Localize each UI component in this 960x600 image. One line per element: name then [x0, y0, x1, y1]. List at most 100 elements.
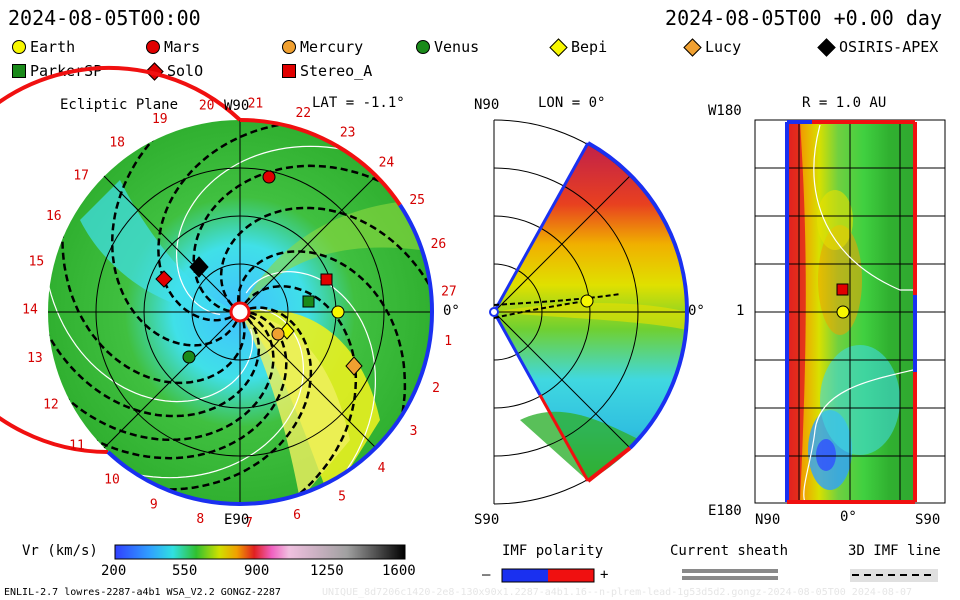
- legend-label: SolO: [167, 62, 204, 80]
- imf-line-label: 3D IMF line: [848, 543, 941, 559]
- imf-line: [61, 195, 246, 385]
- imf-negative-swatch: [502, 569, 548, 582]
- legend-item-stereo-a: Stereo_A: [282, 62, 372, 80]
- carrington-label-1: 1: [444, 334, 452, 349]
- legend-item-solo: SolO: [145, 61, 204, 81]
- current-sheath-swatch: [682, 569, 778, 580]
- carrington-label-20: 20: [199, 99, 215, 114]
- imf-polarity-minus: –: [482, 567, 491, 583]
- legend-label: Earth: [30, 38, 76, 56]
- imf-line-swatch: [850, 569, 938, 582]
- carrington-label-2: 2: [432, 381, 440, 396]
- colorbar-tick-1250: 1250: [310, 563, 344, 579]
- mercury-marker: [271, 327, 285, 341]
- colorbar-tick-550: 550: [172, 563, 198, 579]
- carrington-label-26: 26: [431, 237, 447, 252]
- venus-marker: [182, 350, 196, 364]
- latlon-top-label: W180: [708, 103, 742, 119]
- colorbar-tick-900: 900: [244, 563, 270, 579]
- imf-line: [219, 206, 432, 327]
- legend-label: Mars: [164, 38, 201, 56]
- legend-label: Stereo_A: [300, 62, 373, 80]
- carrington-label-8: 8: [196, 512, 204, 527]
- carrington-label-21: 21: [248, 97, 264, 112]
- meridional-bottom-label: S90: [474, 512, 500, 528]
- earth-marker: [331, 305, 345, 319]
- carrington-label-13: 13: [27, 351, 43, 366]
- carrington-label-27: 27: [441, 285, 457, 300]
- parker-marker: [302, 295, 315, 308]
- carrington-label-17: 17: [73, 169, 89, 184]
- latlon-x-label-n: N90: [755, 512, 781, 528]
- imf-line: [48, 297, 261, 418]
- velocity-colorbar: [114, 544, 406, 560]
- square-icon: [12, 64, 26, 78]
- imf-polarity-label: IMF polarity: [502, 543, 604, 559]
- carrington-label-15: 15: [29, 254, 45, 269]
- earth-latlon-marker: [836, 305, 850, 319]
- carrington-label-19: 19: [152, 112, 168, 127]
- colorbar-tick-1600: 1600: [382, 563, 416, 579]
- circle-icon: [12, 40, 26, 54]
- legend-label: Venus: [434, 38, 480, 56]
- legend-item-mars: Mars: [146, 38, 200, 56]
- current-sheath-line: [48, 232, 254, 403]
- carrington-label-10: 10: [104, 472, 120, 487]
- ecliptic-bottom-label: E90: [224, 512, 250, 528]
- legend-label: OSIRIS-APEX: [839, 38, 939, 56]
- legend-item-lucy: Lucy: [683, 37, 741, 57]
- carrington-label-11: 11: [69, 438, 85, 453]
- carrington-label-5: 5: [338, 490, 346, 505]
- latlon-panel: [754, 119, 946, 504]
- circle-icon: [146, 40, 160, 54]
- carrington-label-24: 24: [379, 155, 395, 170]
- imf-polarity-plus: +: [600, 567, 609, 583]
- imf-line: [157, 120, 325, 322]
- carrington-label-25: 25: [409, 193, 425, 208]
- meridional-lon-label: LON = 0°: [538, 95, 606, 111]
- carrington-label-6: 6: [293, 508, 301, 523]
- legend-label: Bepi: [571, 38, 608, 56]
- legend-item-bepi: Bepi: [549, 37, 608, 57]
- latlon-x-label-s: S90: [915, 512, 941, 528]
- imf-line: [236, 250, 407, 457]
- carrington-label-12: 12: [43, 397, 59, 412]
- colorbar-tick-200: 200: [101, 563, 127, 579]
- ecliptic-top-label: W90: [224, 98, 250, 114]
- latlon-bottom-label: E180: [708, 503, 742, 519]
- imf-line: [123, 306, 313, 491]
- footer-run-info: ENLIL-2.7 lowres-2287-a4b1 WSA_V2.2 GONG…: [4, 587, 281, 598]
- solo-marker: [155, 270, 173, 288]
- square-icon: [282, 64, 296, 78]
- carrington-label-22: 22: [295, 106, 311, 121]
- carrington-label-3: 3: [410, 424, 418, 439]
- meridional-right-label: 0°: [688, 303, 705, 319]
- latlon-x-label-0: 0°: [840, 509, 857, 525]
- circle-icon: [282, 40, 296, 54]
- meridional-top-label: N90: [474, 97, 500, 113]
- legend-item-osiris-apex: OSIRIS-APEX: [817, 37, 939, 57]
- mars-marker: [262, 170, 276, 184]
- legend-item-venus: Venus: [416, 38, 479, 56]
- legend-label: Mercury: [300, 38, 364, 56]
- meridional-panel: [489, 119, 690, 505]
- carrington-label-4: 4: [378, 461, 386, 476]
- ecliptic-right-label: 0°: [443, 303, 460, 319]
- footer-run-id: UNIQUE_8d7206c1420-2e8-130x90x1.2287-a4b…: [322, 587, 913, 598]
- legend-item-mercury: Mercury: [282, 38, 363, 56]
- legend-item-earth: Earth: [12, 38, 75, 56]
- model-time: 2024-08-05T00:00: [8, 6, 201, 30]
- carrington-label-18: 18: [109, 136, 125, 151]
- current-sheath-label: Current sheath: [670, 543, 789, 559]
- carrington-label-9: 9: [150, 498, 158, 513]
- latlon-r-label: R = 1.0 AU: [802, 95, 887, 111]
- imf-line: [48, 314, 275, 442]
- carrington-label-7: 7: [245, 516, 253, 531]
- ecliptic-title: Ecliptic Plane: [60, 97, 179, 113]
- current-sheath-line: [176, 145, 396, 315]
- imf-line: [192, 164, 420, 313]
- circle-icon: [416, 40, 430, 54]
- carrington-label-14: 14: [22, 303, 38, 318]
- imf-positive-swatch: [548, 569, 594, 582]
